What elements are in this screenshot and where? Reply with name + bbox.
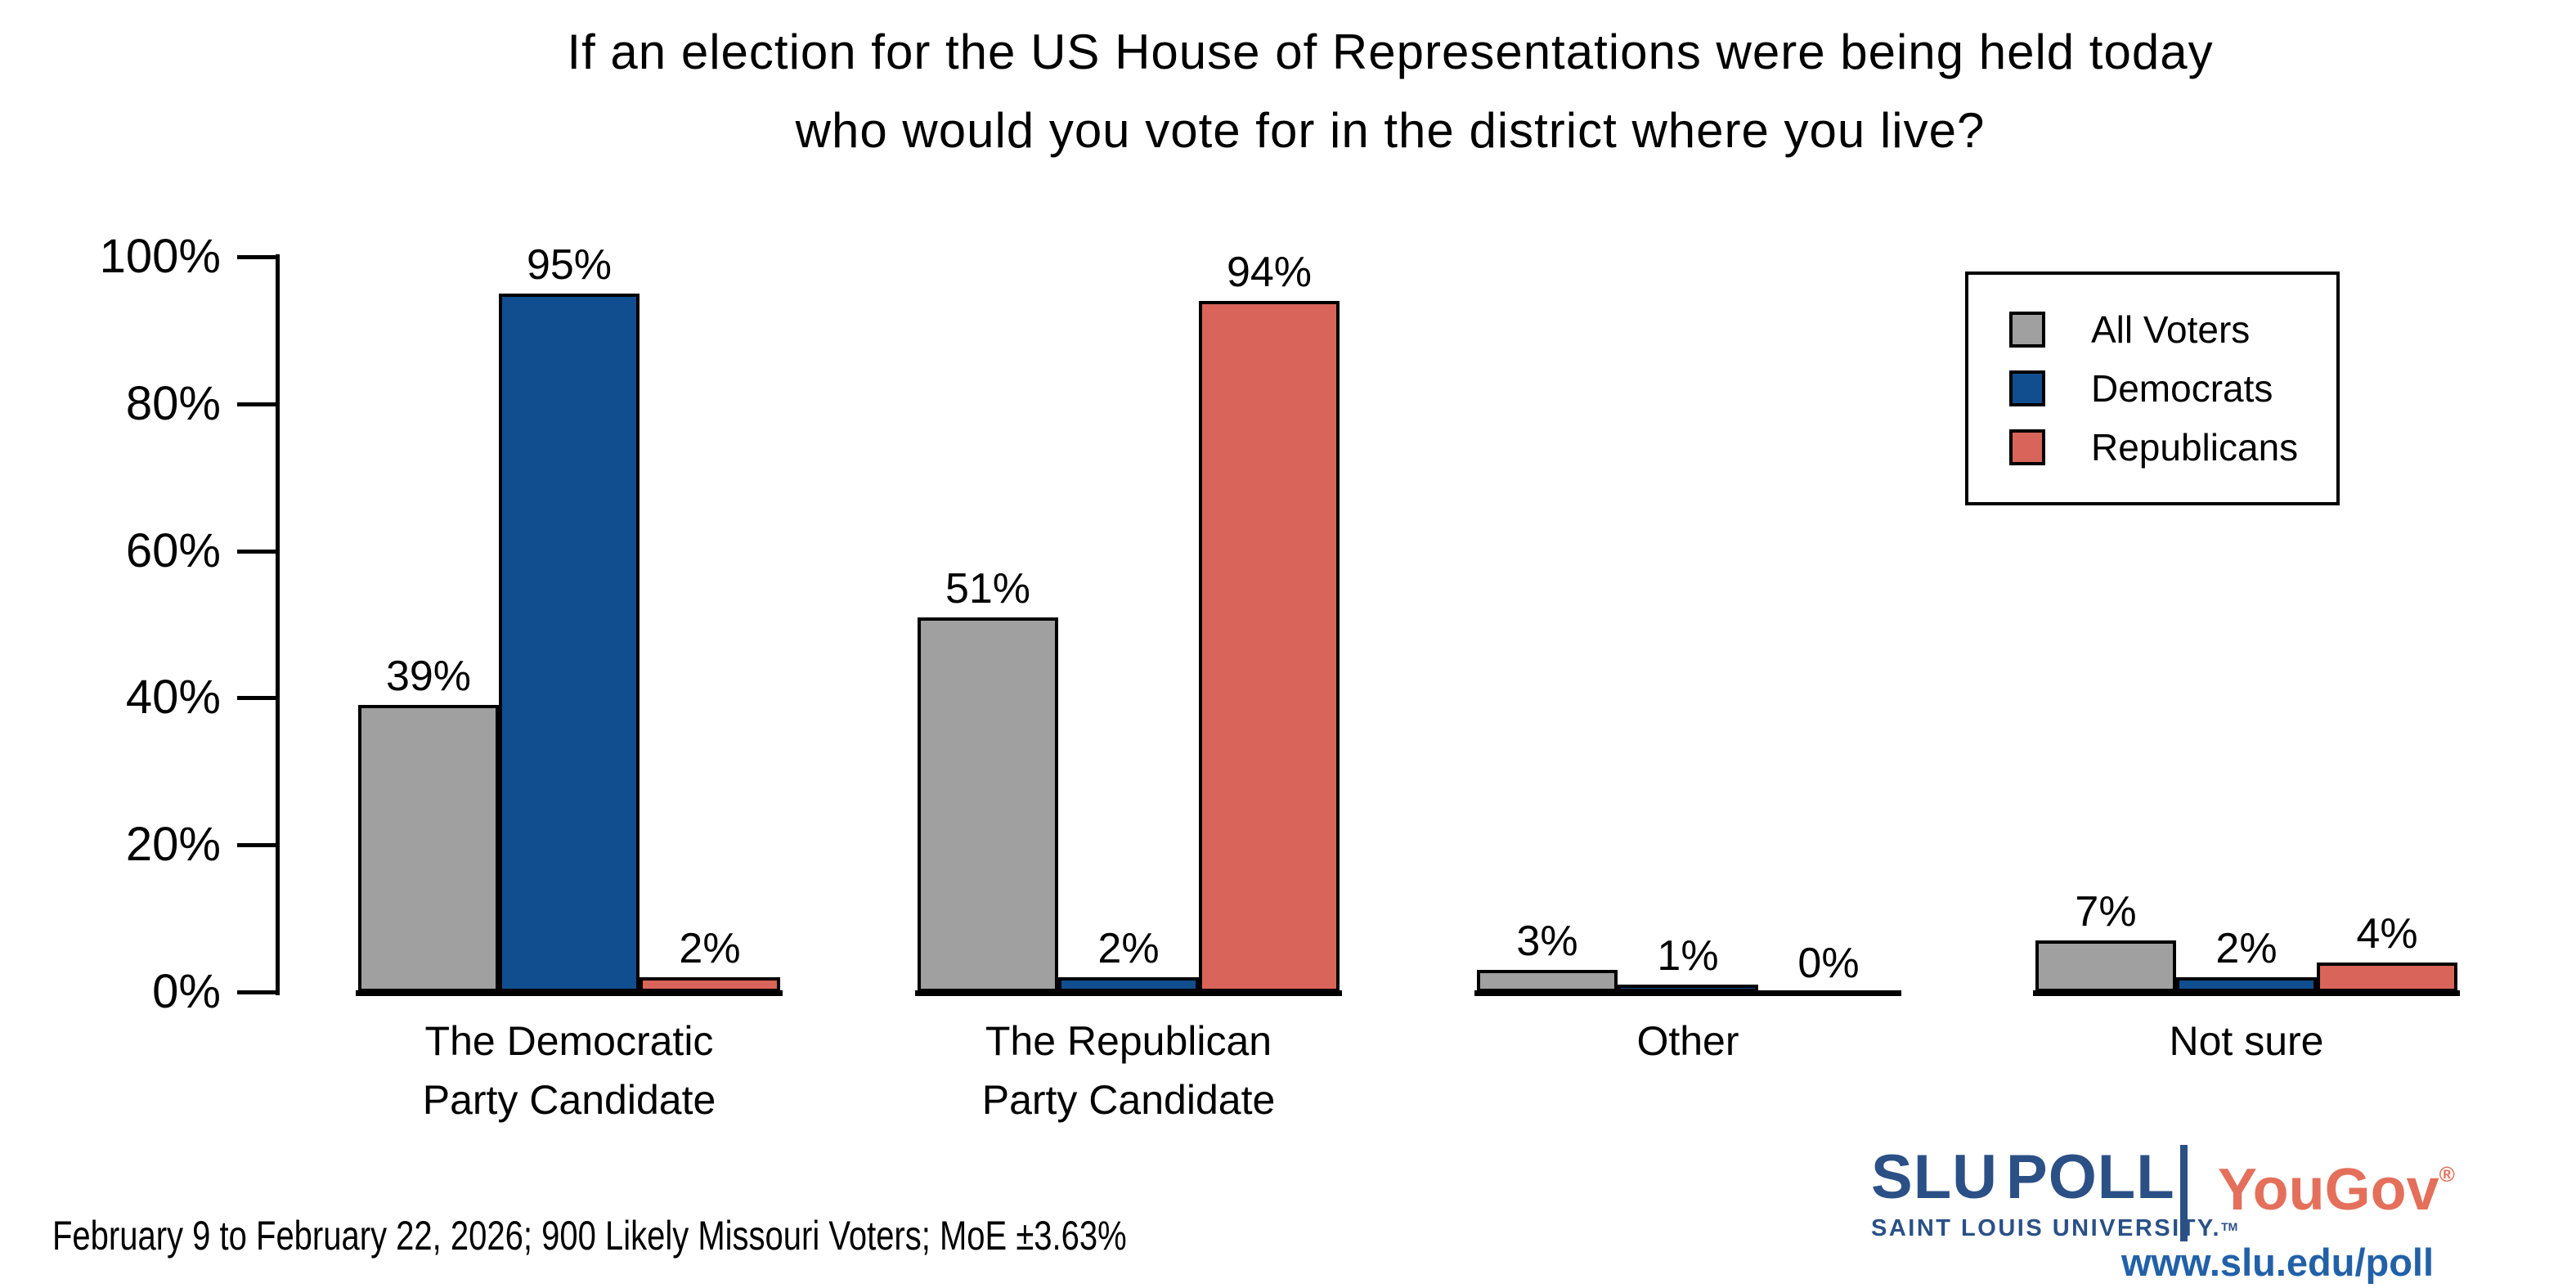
y-axis-tick: [237, 990, 276, 994]
bar-value-label: 95%: [526, 241, 613, 289]
bar-value-label: 0%: [1797, 940, 1860, 987]
y-axis-line: [276, 254, 280, 995]
registered-symbol: ®: [2439, 1162, 2455, 1187]
category-label: Party Candidate: [981, 1077, 1276, 1123]
poll-logo-text: POLL: [2006, 1142, 2175, 1212]
yougov-logo: YouGov®: [2218, 1157, 2455, 1223]
bar-republicans-3: [2317, 963, 2457, 992]
y-axis-tick-label: 0%: [152, 965, 221, 1018]
legend-label: All Voters: [2091, 308, 2251, 351]
slu-poll-url: www.slu.edu/poll: [2120, 1241, 2435, 1284]
bar-value-label: 7%: [2075, 888, 2137, 936]
legend-row: Republicans: [1968, 418, 2336, 477]
legend-row: All Voters: [1968, 300, 2336, 359]
chart-title-line2: who would you vote for in the district w…: [795, 103, 1986, 158]
bar-all-voters-0: [358, 705, 499, 992]
slu-logo-text: SLU: [1871, 1142, 1998, 1212]
legend: All Voters Democrats Republicans: [1965, 272, 2340, 505]
y-axis-tick-label: 40%: [125, 671, 221, 725]
bar-value-label: 94%: [1226, 249, 1313, 296]
logo-divider: [2180, 1145, 2188, 1241]
legend-row: Democrats: [1968, 359, 2336, 418]
x-axis-baseline: [2033, 990, 2460, 996]
bar-democrats-3: [2176, 977, 2317, 992]
bar-all-voters-2: [1477, 970, 1618, 992]
category-label: The Republican: [985, 1018, 1272, 1064]
y-axis-tick-label: 80%: [125, 376, 221, 430]
bar-democrats-0: [499, 294, 640, 992]
chart-title-line1: If an election for the US House of Repre…: [567, 25, 2214, 79]
y-axis-tick-label: 100%: [99, 230, 221, 283]
bar-republicans-0: [640, 977, 780, 992]
slu-university-text: SAINT LOUIS UNIVERSITY.TM: [1871, 1215, 2238, 1241]
bar-all-voters-3: [2035, 940, 2176, 992]
y-axis-tick-label: 20%: [125, 818, 221, 872]
legend-swatch-all-voters: [2009, 312, 2045, 348]
bar-republicans-1: [1199, 301, 1340, 992]
trademark-symbol: TM: [2221, 1220, 2238, 1233]
bar-value-label: 39%: [385, 653, 472, 700]
category-label: The Democratic: [424, 1018, 714, 1064]
bar-value-label: 51%: [945, 565, 1031, 613]
bar-value-label: 1%: [1657, 932, 1719, 980]
category-label: Other: [1636, 1018, 1739, 1064]
bar-value-label: 2%: [1097, 925, 1160, 972]
category-label: Not sure: [2169, 1018, 2324, 1064]
bar-all-voters-1: [918, 617, 1058, 992]
chart-title: If an election for the US House of Repre…: [164, 13, 2576, 170]
y-axis-tick: [237, 843, 276, 848]
legend-label: Democrats: [2091, 367, 2273, 410]
bar-value-label: 3%: [1516, 918, 1578, 965]
y-axis-tick: [237, 549, 276, 554]
legend-swatch-democrats: [2009, 370, 2045, 406]
y-axis-tick: [237, 255, 276, 259]
legend-label: Republicans: [2091, 426, 2299, 469]
y-axis-tick: [237, 696, 276, 701]
bar-democrats-2: [1618, 985, 1758, 992]
bar-value-label: 2%: [2215, 925, 2278, 972]
x-axis-baseline: [1474, 990, 1901, 996]
slu-poll-logo: SLU POLL: [1871, 1142, 2175, 1213]
y-axis-tick-label: 60%: [125, 523, 221, 577]
y-axis-tick: [237, 402, 276, 406]
bar-value-label: 4%: [2356, 910, 2418, 958]
category-label: Party Candidate: [422, 1077, 716, 1123]
x-axis-baseline: [915, 990, 1342, 996]
footer-note: February 9 to February 22, 2026; 900 Lik…: [52, 1213, 1127, 1259]
legend-swatch-republicans: [2009, 429, 2045, 465]
bar-democrats-1: [1058, 977, 1199, 992]
bar-value-label: 2%: [679, 925, 741, 972]
x-axis-baseline: [356, 990, 783, 996]
